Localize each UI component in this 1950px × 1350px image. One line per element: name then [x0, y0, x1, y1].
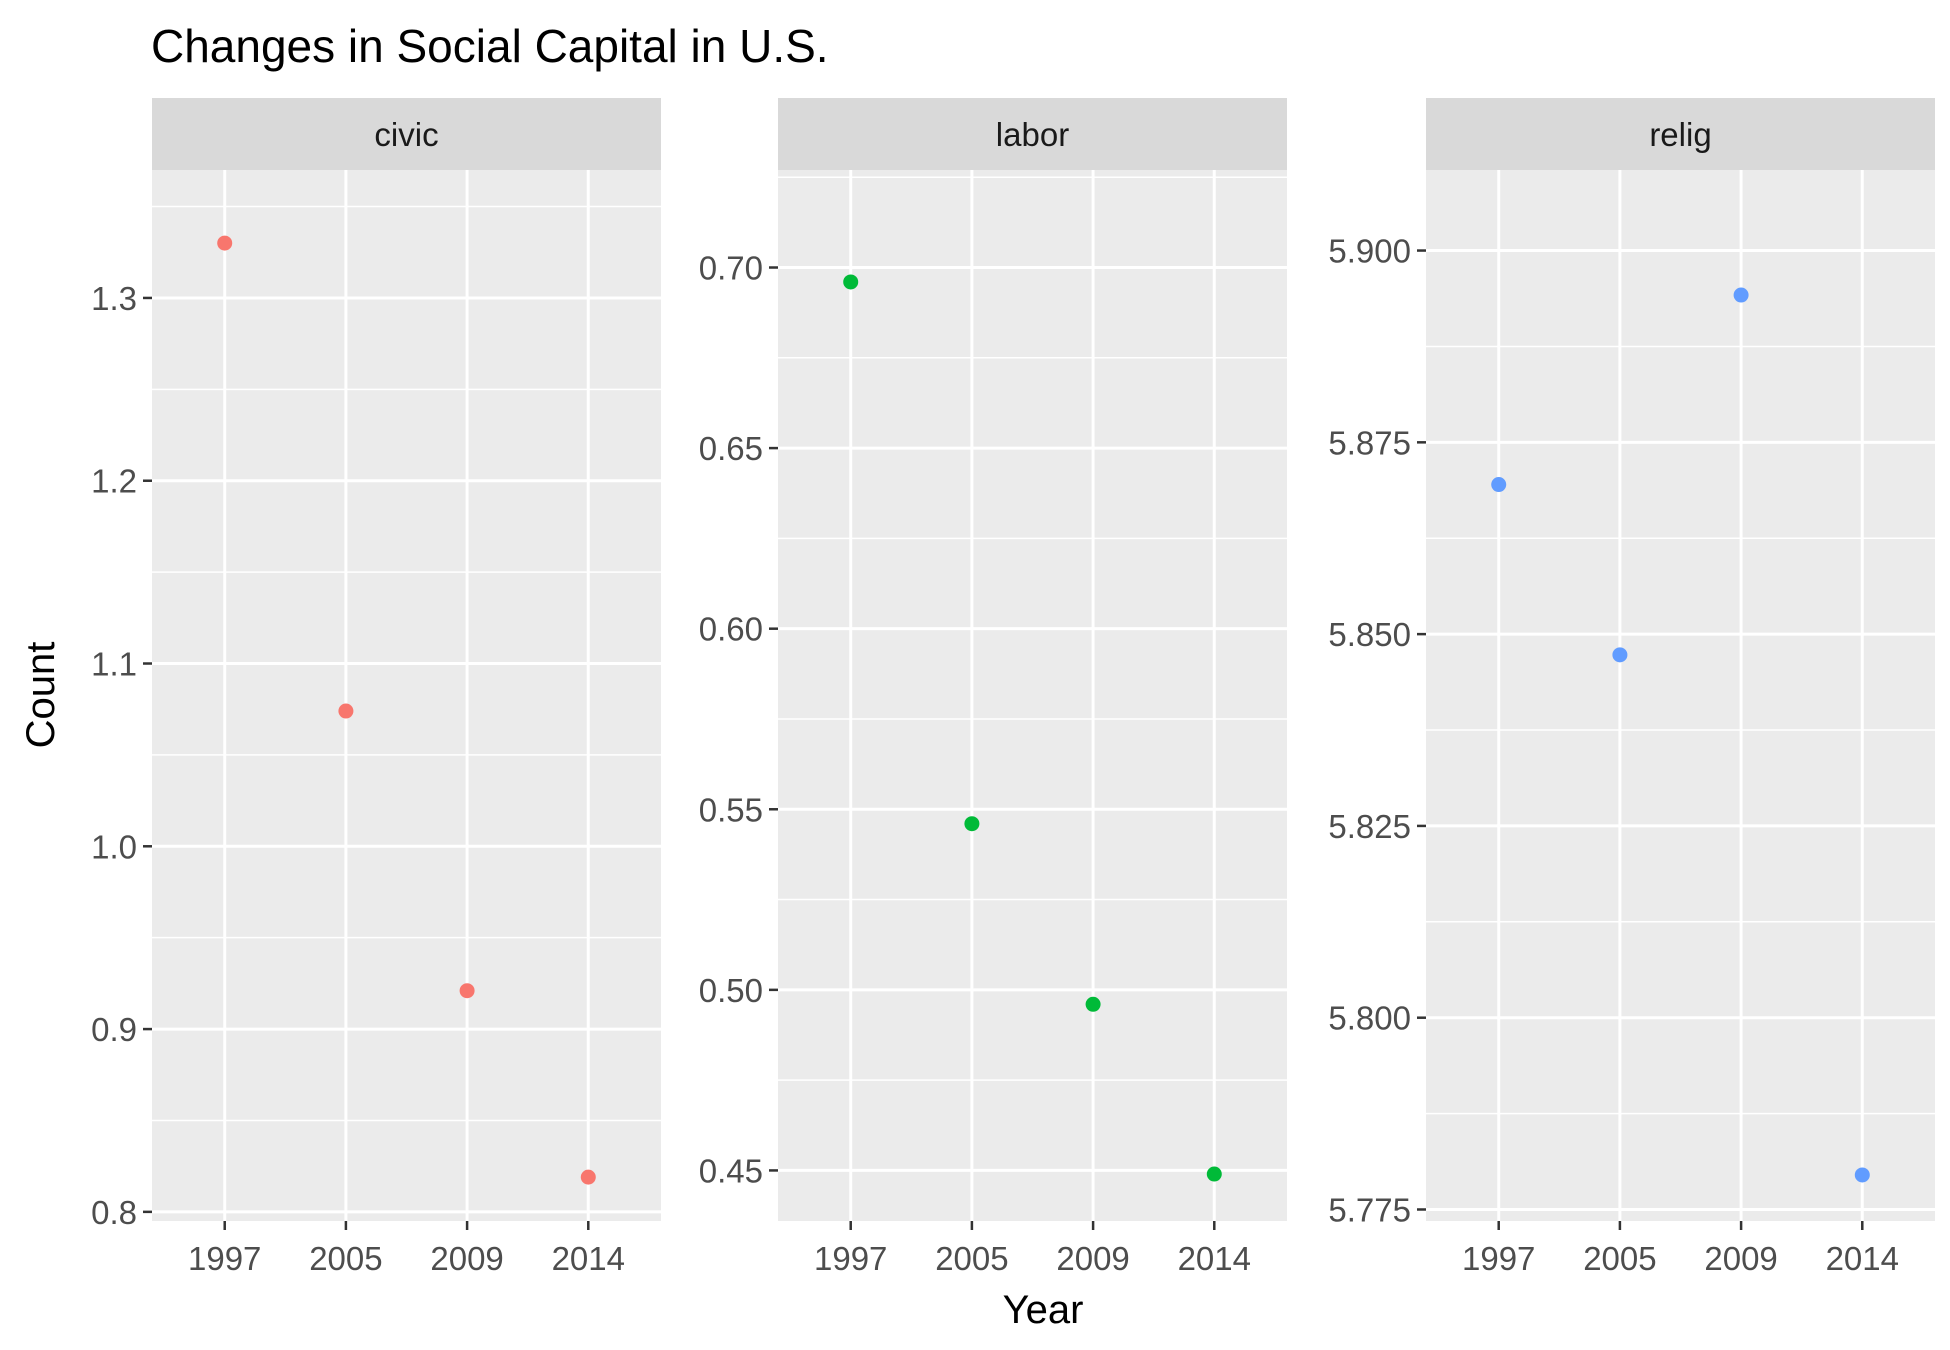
y-tick-label: 1.0	[91, 828, 137, 865]
y-tick-label: 0.60	[699, 611, 763, 648]
data-point	[1854, 1167, 1870, 1183]
y-tick-label: 5.850	[1328, 616, 1411, 653]
data-point	[843, 274, 859, 290]
x-tick-label: 2014	[552, 1240, 625, 1277]
y-tick-label: 5.825	[1328, 808, 1411, 845]
x-tick-label: 2009	[430, 1240, 503, 1277]
facet-panel-labor: 0.45 0.50 0.55 0.60 0.65 0.70 1997 2005 2009 2014…	[699, 98, 1287, 1277]
y-tick-label: 0.50	[699, 972, 763, 1009]
y-tick-label: 1.1	[91, 646, 137, 683]
y-tick-label: 1.2	[91, 463, 137, 500]
data-point	[1085, 996, 1101, 1012]
facet-strip	[778, 98, 1287, 170]
data-point	[1733, 287, 1749, 303]
chart-title: Changes in Social Capital in U.S.	[151, 20, 829, 72]
y-tick-label: 0.55	[699, 791, 763, 828]
data-point	[217, 235, 233, 251]
data-point	[1491, 477, 1507, 493]
x-tick-label: 2009	[1056, 1240, 1129, 1277]
facet-strip	[1426, 98, 1935, 170]
panel-background	[778, 170, 1287, 1221]
y-tick-label: 1.3	[91, 280, 137, 317]
x-tick-label: 1997	[188, 1240, 261, 1277]
y-tick-label: 0.8	[91, 1194, 137, 1231]
panel-background	[1426, 170, 1935, 1221]
panel-background	[152, 170, 661, 1221]
facet-panel-relig: 5.775 5.800 5.825 5.850 5.875 5.900 1997 2005 20…	[1328, 98, 1935, 1277]
facet-strip-label: relig	[1649, 116, 1711, 153]
x-tick-label: 2014	[1826, 1240, 1899, 1277]
y-tick-label: 0.70	[699, 250, 763, 287]
y-tick-label: 0.65	[699, 430, 763, 467]
y-tick-label: 5.775	[1328, 1191, 1411, 1228]
data-point	[459, 983, 475, 999]
x-tick-label: 2014	[1178, 1240, 1251, 1277]
y-tick-label: 0.9	[91, 1011, 137, 1048]
facet-strip-label: civic	[374, 116, 438, 153]
y-tick-label: 0.45	[699, 1152, 763, 1189]
x-tick-label: 2009	[1704, 1240, 1777, 1277]
data-point	[1612, 647, 1628, 663]
x-tick-label: 1997	[1462, 1240, 1535, 1277]
data-point	[580, 1169, 596, 1185]
y-tick-label: 5.800	[1328, 1000, 1411, 1037]
y-axis-label: Count	[19, 642, 63, 749]
y-tick-label: 5.875	[1328, 424, 1411, 461]
facet-panel-civic: 0.8 0.9 1.0 1.1 1.2 1.3 1997 2005 2009 2014 civic	[91, 98, 661, 1277]
data-point	[338, 703, 354, 719]
x-tick-label: 2005	[309, 1240, 382, 1277]
facet-strip	[152, 98, 661, 170]
x-tick-label: 2005	[1583, 1240, 1656, 1277]
data-point	[1206, 1166, 1222, 1182]
facet-strip-label: labor	[996, 116, 1069, 153]
x-tick-label: 2005	[935, 1240, 1008, 1277]
x-axis-label: Year	[1003, 1288, 1084, 1332]
data-point	[964, 816, 980, 832]
y-tick-label: 5.900	[1328, 233, 1411, 270]
x-tick-label: 1997	[814, 1240, 887, 1277]
